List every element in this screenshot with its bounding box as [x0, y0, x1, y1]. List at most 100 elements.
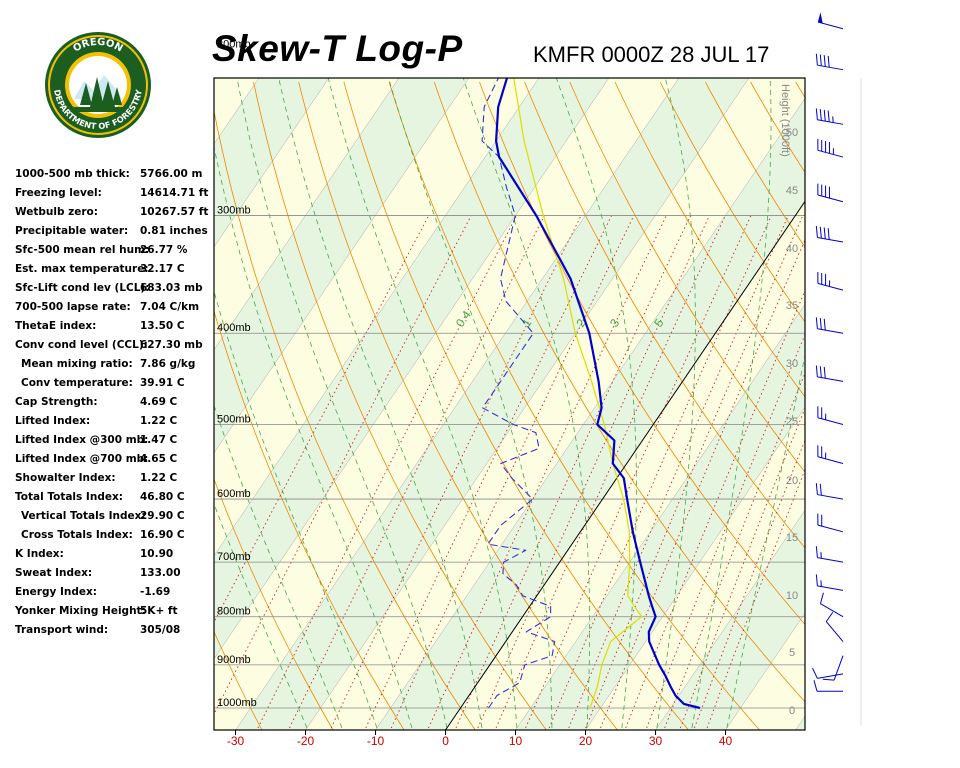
index-label: Conv cond level (CCL):	[15, 339, 148, 351]
index-label: Cap Strength:	[15, 396, 98, 408]
index-label: Sfc-Lift cond lev (LCL):	[15, 282, 150, 294]
index-row: Sweat Index: 133.00	[15, 567, 215, 586]
mixing-ratio-line	[646, 333, 805, 729]
x-axis: -30 -20 -10 0 10 20 30 40	[227, 730, 733, 748]
wind-barb-staff	[817, 194, 844, 203]
index-row: Cross Totals Index: 16.90 C	[15, 529, 215, 548]
wind-barb-flag	[815, 365, 818, 377]
station-time-label: KMFR 0000Z 28 JUL 17	[533, 42, 770, 67]
index-value: 26.77 %	[140, 244, 188, 256]
index-row: Mean mixing ratio: 7.86 g/kg	[15, 358, 215, 377]
index-label: Precipitable water:	[15, 225, 129, 237]
index-value: 32.17 C	[140, 263, 185, 275]
wind-barb-staff	[817, 494, 844, 500]
dry-adiabat-line	[433, 81, 805, 703]
index-label: Freezing level:	[15, 187, 102, 199]
height-axis-title: Height (1000ft)	[779, 84, 791, 157]
moist-adiabat-line	[388, 78, 553, 728]
index-value: 4.69 C	[140, 396, 178, 408]
index-row: Freezing level: 14614.71 ft	[15, 187, 215, 206]
temperature-line	[495, 78, 701, 710]
pressure-tick-label: 200mb	[217, 39, 251, 51]
dry-adiabat-line	[614, 81, 805, 398]
x-tick-label: -30	[227, 734, 245, 748]
index-value: 305/08	[140, 624, 181, 636]
wind-barb-flag	[819, 592, 824, 604]
mixing-ratio-line	[428, 215, 667, 729]
x-tick-label: 10	[509, 734, 523, 748]
index-value: 16.90 C	[140, 529, 185, 541]
wind-barb-staff	[817, 282, 844, 291]
index-label: Cross Totals Index:	[21, 529, 133, 541]
wind-barb-flag	[825, 611, 834, 622]
height-tick-label: 40	[786, 243, 798, 255]
index-row: Cap Strength: 4.69 C	[15, 396, 215, 415]
height-tick-label: 0	[789, 705, 795, 717]
parcel-trace-line	[513, 78, 643, 709]
index-row: Sfc-500 mean rel hum: 26.77 %	[15, 244, 215, 263]
wind-barb-flag	[815, 108, 818, 120]
index-row: 1000-500 mb thick: 5766.00 m	[15, 168, 215, 187]
index-row: Est. max temperature: 32.17 C	[15, 263, 215, 282]
wind-barb-staff	[817, 64, 844, 71]
index-row: Lifted Index: 1.22 C	[15, 415, 215, 434]
isotherm-line	[795, 715, 805, 730]
index-row: Conv temperature: 39.91 C	[15, 377, 215, 396]
wind-barb-staff	[817, 328, 844, 334]
index-row: Yonker Mixing Height: 5K+ ft	[15, 605, 215, 624]
index-value: 4.65 C	[140, 453, 178, 465]
zero-isotherm-line	[445, 200, 805, 730]
dry-adiabat-line	[343, 81, 689, 730]
wind-barb-flag	[815, 574, 818, 586]
moist-adiabat-line	[214, 290, 378, 729]
mixing-ratio-line	[390, 215, 635, 729]
height-tick-label: 15	[786, 532, 798, 544]
isotherm-line	[0, 78, 49, 730]
wind-barb	[817, 138, 844, 158]
wind-barb	[819, 592, 844, 618]
isotherm-line	[214, 78, 470, 454]
pressure-tick-label: 600mb	[217, 488, 251, 500]
x-tick-label: -10	[367, 734, 385, 748]
index-value: 5766.00 m	[140, 168, 203, 180]
index-value: 13.50 C	[140, 320, 185, 332]
wind-barb-flag	[819, 109, 822, 121]
index-label: 1000-500 mb thick:	[15, 168, 130, 180]
mixing-ratio-line	[625, 289, 805, 729]
wind-barb	[815, 53, 844, 71]
wind-barb-staff	[817, 21, 844, 30]
isotherm-line	[214, 78, 610, 660]
wind-barb-flag	[819, 318, 822, 330]
isotherm-line	[515, 303, 805, 730]
pressure-tick-label: 800mb	[217, 606, 251, 618]
index-value: 133.00	[140, 567, 181, 579]
index-row: Vertical Totals Index: 29.90 C	[15, 510, 215, 529]
wind-barb-staff	[820, 603, 844, 618]
index-value: 10.90	[140, 548, 174, 560]
wind-barb-flag	[823, 109, 826, 122]
isotherm-line	[725, 612, 805, 730]
sounding-indices-panel: 1000-500 mb thick: 5766.00 m Freezing leve…	[15, 168, 215, 643]
pressure-tick-label: 900mb	[217, 654, 251, 666]
wind-barb-flag	[823, 55, 826, 67]
index-label: Transport wind:	[15, 624, 109, 636]
height-tick-label: 30	[786, 358, 798, 370]
dewpoint-line	[481, 78, 556, 709]
index-label: Lifted Index @300 mb:	[15, 434, 149, 446]
height-tick-label: 35	[786, 300, 798, 312]
dry-adiabat-line	[524, 81, 805, 549]
mixing-ratio-line	[664, 372, 805, 729]
wind-barb-flag	[815, 546, 818, 558]
dry-adiabat-line	[28, 82, 191, 730]
wind-barb	[815, 483, 844, 500]
pressure-tick-label: 400mb	[217, 322, 251, 334]
mixing-ratio-line	[365, 215, 612, 729]
wind-barb-staff	[833, 655, 844, 681]
index-row: Conv cond level (CCL): 627.30 mb	[15, 339, 215, 358]
isotherm-line	[214, 78, 330, 248]
index-label: Energy Index:	[15, 586, 97, 598]
isotherm-band	[214, 78, 679, 730]
wind-barb-staff	[817, 585, 844, 591]
index-label: 700-500 lapse rate:	[15, 301, 131, 313]
height-axis: Height (1000ft) 0 5 10 15 20 25 30 35 40 45 50	[779, 84, 798, 717]
